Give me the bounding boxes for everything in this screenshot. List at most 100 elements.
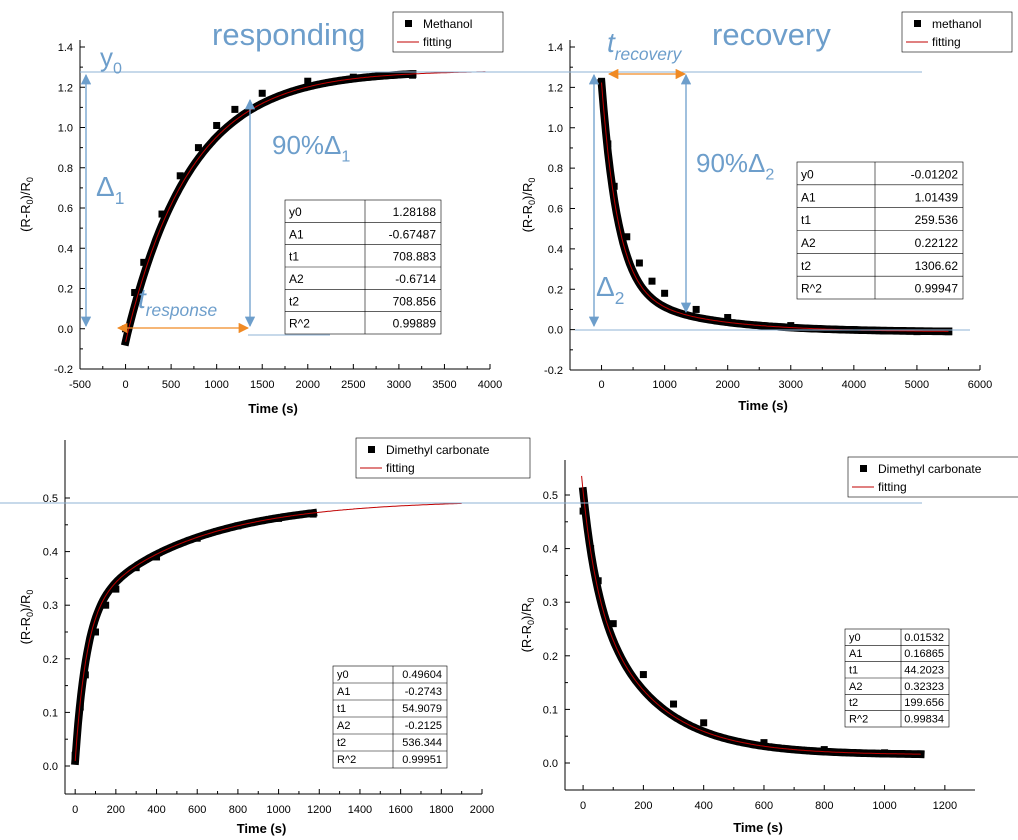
x-tick-label: 5000 [905,379,929,391]
legend: Dimethyl carbonate fitting [355,437,531,479]
ninety-pct-delta2-annotation-main: 90%Δ [696,148,765,178]
legend-label-fit: fitting [386,461,415,475]
y-axis-label: (R-R0)/R0 [520,178,537,233]
legend-marker-data [914,20,921,27]
y-tick-label: 0.3 [43,600,58,612]
table-param-value: 54.9079 [402,703,442,715]
x-tick-label: 1000 [266,804,290,816]
table-param-name: t2 [337,737,346,749]
data-point [158,210,166,218]
x-tick-label: 1400 [348,804,372,816]
y-tick-label: 0.0 [543,758,558,770]
y-tick-label: 0.3 [543,597,558,609]
y-tick-label: 0.6 [58,203,73,215]
x-tick-label: 500 [162,379,180,391]
table-param-name: t1 [289,250,299,264]
y-tick-label: 1.4 [548,42,563,54]
table-param-name: R^2 [849,713,868,725]
data-point [700,719,708,727]
legend-box [847,456,1018,498]
table-param-value: 259.536 [915,213,959,227]
y-tick-label: 0.4 [43,547,58,559]
y-tick-label: 1.2 [58,82,73,94]
table-param-value: 0.22122 [915,236,959,250]
x-tick-label: 3000 [779,379,803,391]
table-param-name: R^2 [289,317,310,331]
x-tick-label: 1500 [250,379,274,391]
table-param-name: A2 [289,272,304,286]
x-tick-label: 1200 [933,800,957,812]
panel-methanol-responding: -0.2 0.0 0.2 0.4 0.6 0.8 1.0 1.2 1.4 -500 0 500 1000… [18,11,504,416]
table-param-name: y0 [289,205,302,219]
table-param-name: y0 [801,167,814,181]
responding-title: responding [212,17,365,52]
legend: Dimethyl carbonate fitting [847,456,1018,498]
y-tick-label: 0.4 [58,243,73,255]
table-param-value: -0.2743 [405,686,442,698]
table-param-name: y0 [849,632,861,644]
delta1-annotation: Δ1 [96,171,124,208]
table-param-value: 1.01439 [915,190,959,204]
data-point [623,233,631,241]
table-param-name: A2 [337,720,350,732]
fit-curve [601,82,949,332]
legend-marker-data [368,446,375,453]
t-recovery-annotation-subscript: recovery [615,44,683,64]
legend-label-fit: fitting [423,35,452,49]
ninety-pct-delta1-annotation-subscript: 1 [341,147,350,165]
table-param-name: A1 [849,648,862,660]
legend-marker-data [405,20,412,27]
table-param-name: y0 [337,669,349,681]
y-tick-label: 0.0 [43,761,58,773]
data-series-dimethyl-carbonate [71,508,318,766]
table-param-name: A1 [801,190,816,204]
y-tick-label: 0.2 [58,284,73,296]
x-tick-label: 1000 [652,379,676,391]
table-param-value: -0.6714 [395,272,436,286]
table-param-name: t2 [849,697,858,709]
table-param-value: 536.344 [402,737,442,749]
x-axis-label: Time (s) [733,820,783,835]
legend-box [901,11,1013,53]
y-tick-label: 0.4 [543,544,558,556]
legend-label-data: Methanol [423,17,472,31]
table-param-name: A1 [289,227,304,241]
legend-box [355,437,531,479]
table-param-value: 0.99947 [915,282,959,296]
panel-methanol-recovery: -0.2 0.0 0.2 0.4 0.6 0.8 1.0 1.2 1.4 0 1000 2000 300… [520,11,1013,413]
legend-marker-data [860,465,867,472]
table-param-value: 0.16865 [904,648,944,660]
fit-parameter-table: y0 1.28188 A1 -0.67487 t1 708.883 A2 -0.6714 t2 7… [284,199,442,335]
y-tick-label: 0.1 [43,707,58,719]
table-param-value: 44.2023 [904,664,944,676]
y-tick-label: 1.2 [548,82,563,94]
y-axis-label: (R-R0)/R0 [18,590,35,645]
table-param-name: t1 [849,664,858,676]
x-tick-label: 400 [694,800,712,812]
x-tick-label: 1000 [872,800,896,812]
t-recovery-annotation-main: t [607,27,616,58]
x-tick-label: 3500 [432,379,456,391]
data-point [176,172,184,180]
table-param-value: 0.01532 [904,632,944,644]
legend-box [392,11,504,53]
t-recovery-annotation: trecovery [607,27,683,64]
table-param-value: 708.856 [393,294,437,308]
x-tick-label: 1600 [388,804,412,816]
fit-parameter-table: y0 -0.01202 A1 1.01439 t1 259.536 A2 0.22122 t2 1… [796,161,964,300]
fit-curve [74,502,462,762]
x-tick-label: 0 [122,379,128,391]
x-axis-label: Time (s) [237,821,287,836]
y-tick-label: 0.2 [543,651,558,663]
x-tick-label: 1200 [307,804,331,816]
x-tick-label: 2000 [715,379,739,391]
table-param-value: 0.99951 [402,754,442,766]
table-param-value: 708.883 [393,250,437,264]
table-param-name: t1 [337,703,346,715]
table-param-name: R^2 [801,282,822,296]
y-tick-label: 1.4 [58,42,73,54]
x-tick-label: 400 [147,804,165,816]
t-response-annotation: tresponse [138,283,218,320]
fit-curve [581,475,921,755]
